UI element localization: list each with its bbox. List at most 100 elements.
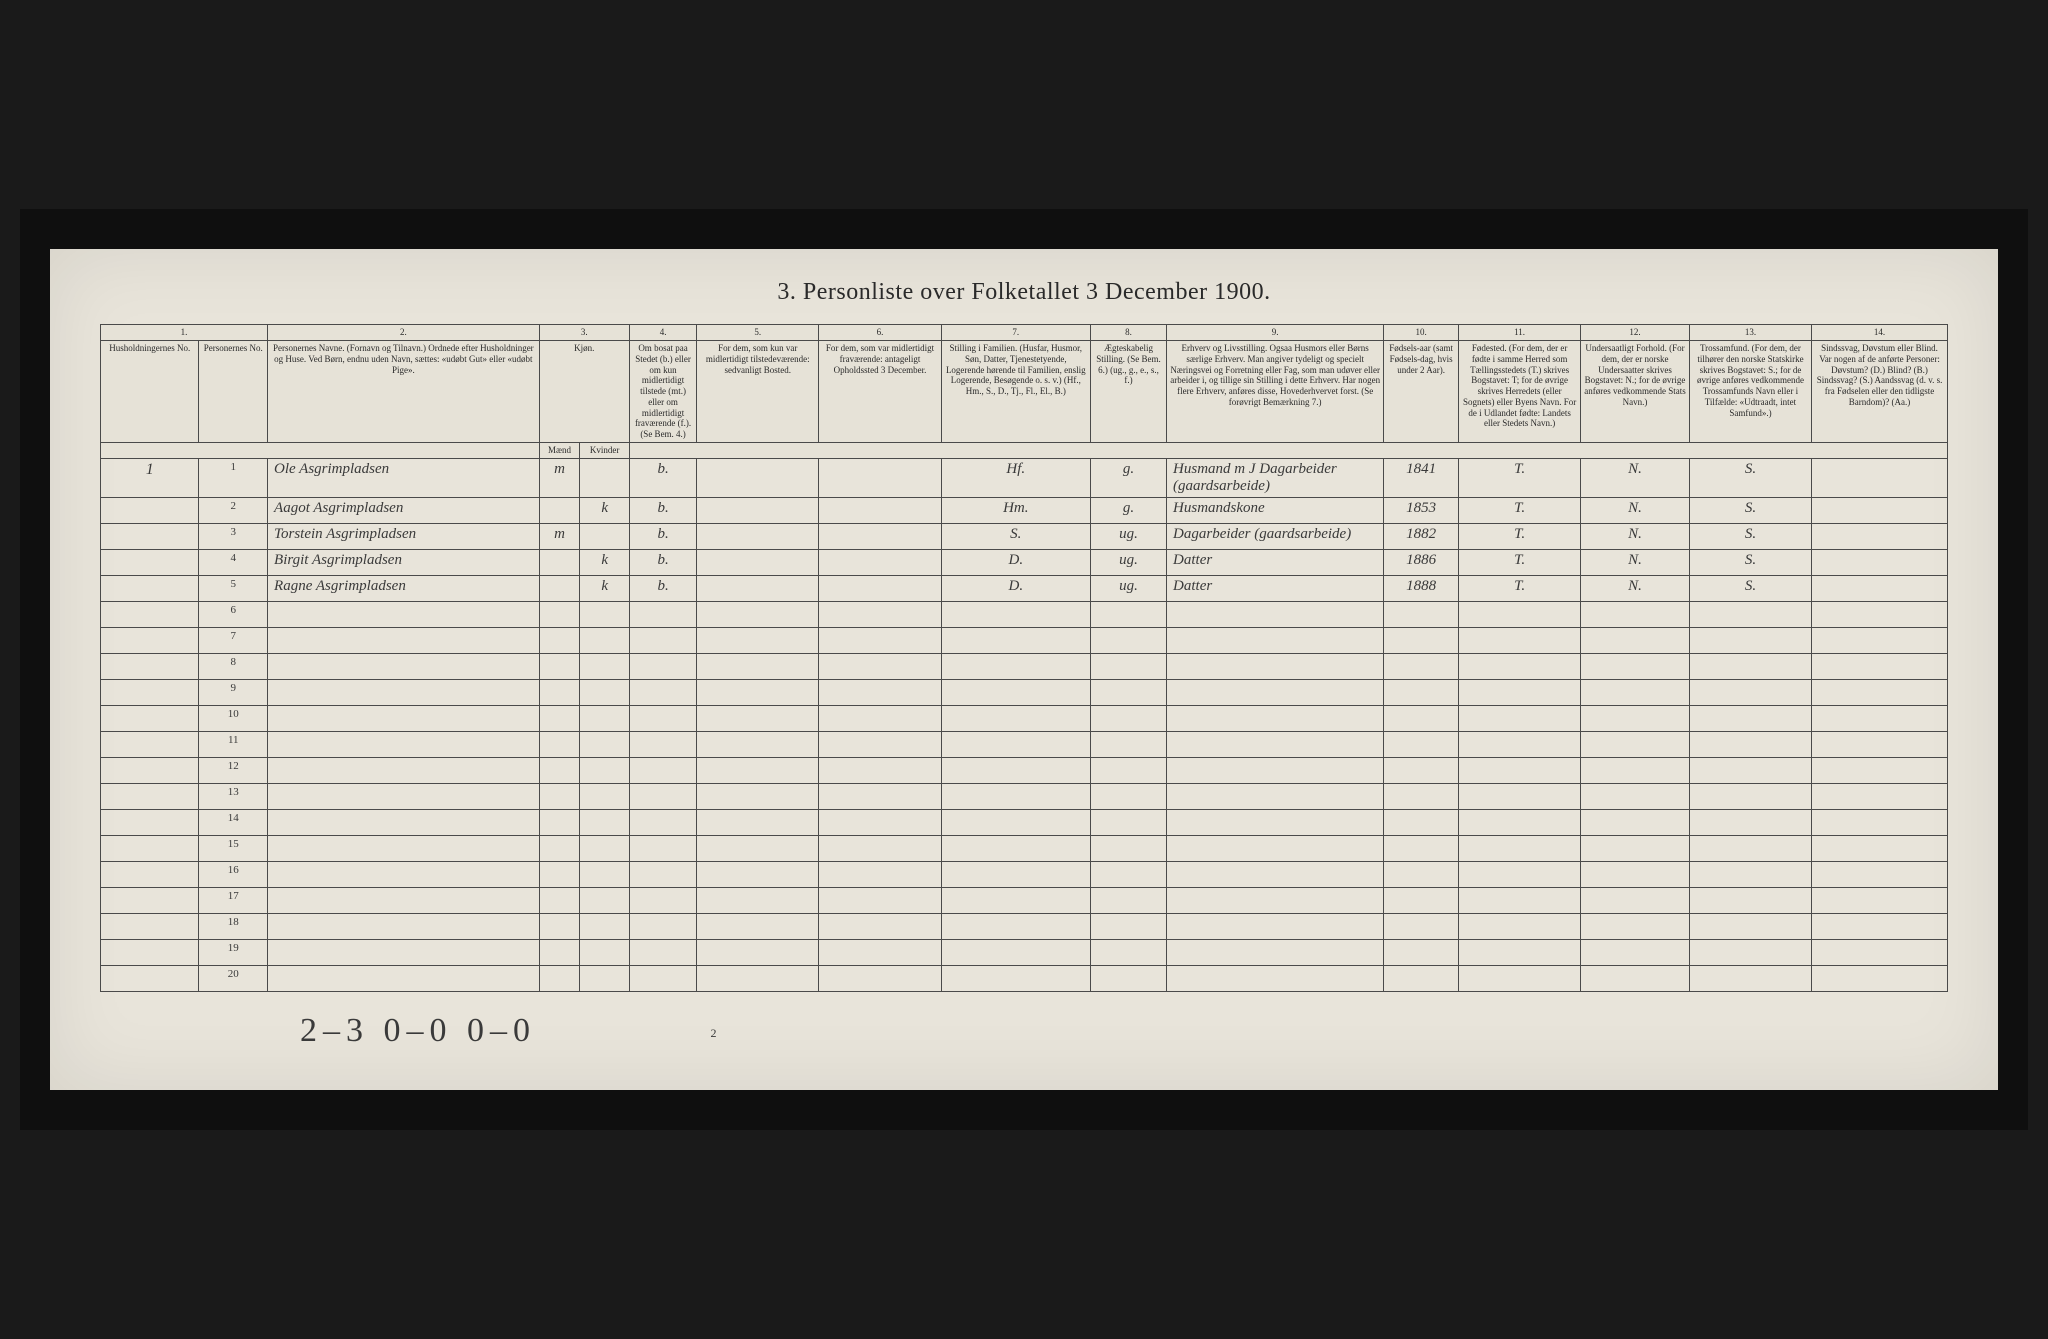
cell-occupation: Husmand m J Dagarbeider (gaardsarbeide) — [1167, 458, 1384, 497]
page-number: 2 — [711, 1026, 717, 1040]
hdr-occupation: Erhverv og Livsstilling. Ogsaa Husmors e… — [1167, 340, 1384, 442]
table-row-empty: 10 — [101, 705, 1948, 731]
cell-family-position: S. — [941, 523, 1090, 549]
scan-frame: 3. Personliste over Folketallet 3 Decemb… — [20, 209, 2028, 1130]
cell-person-no: 5 — [199, 575, 268, 601]
cell-household-no — [101, 549, 199, 575]
cell-residence: b. — [629, 575, 696, 601]
hdr-temp-present: For dem, som kun var midlertidigt tilste… — [697, 340, 819, 442]
cell-person-no: 2 — [199, 497, 268, 523]
table-row-empty: 13 — [101, 783, 1948, 809]
cell-disability — [1812, 458, 1948, 497]
cell-person-no: 3 — [199, 523, 268, 549]
cell-person-no: 16 — [199, 861, 268, 887]
cell-birthyear: 1888 — [1384, 575, 1459, 601]
cell-marital: ug. — [1090, 575, 1166, 601]
cell-temp-present — [697, 523, 819, 549]
table-header: 1. 2. 3. 4. 5. 6. 7. 8. 9. 10. 11. 12. 1… — [101, 325, 1948, 459]
cell-temp-absent — [819, 523, 941, 549]
cell-marital: ug. — [1090, 549, 1166, 575]
cell-occupation: Datter — [1167, 549, 1384, 575]
cell-nationality: N. — [1581, 497, 1690, 523]
cell-family-position: Hm. — [941, 497, 1090, 523]
colnum-11: 11. — [1459, 325, 1581, 341]
hdr-sex: Kjøn. — [539, 340, 629, 442]
cell-residence: b. — [629, 458, 696, 497]
cell-family-position: Hf. — [941, 458, 1090, 497]
cell-disability — [1812, 523, 1948, 549]
colnum-9: 9. — [1167, 325, 1384, 341]
cell-religion: S. — [1689, 458, 1811, 497]
table-row-empty: 18 — [101, 913, 1948, 939]
column-number-row: 1. 2. 3. 4. 5. 6. 7. 8. 9. 10. 11. 12. 1… — [101, 325, 1948, 341]
cell-person-no: 20 — [199, 965, 268, 991]
cell-temp-present — [697, 575, 819, 601]
table-row: 11Ole Asgrimpladsenmb.Hf.g.Husmand m J D… — [101, 458, 1948, 497]
cell-temp-absent — [819, 458, 941, 497]
cell-person-no: 11 — [199, 731, 268, 757]
cell-marital: g. — [1090, 458, 1166, 497]
table-row-empty: 20 — [101, 965, 1948, 991]
cell-sex-m: m — [539, 523, 580, 549]
cell-person-no: 8 — [199, 653, 268, 679]
colnum-5: 5. — [697, 325, 819, 341]
cell-sex-m: m — [539, 458, 580, 497]
cell-name: Birgit Asgrimpladsen — [268, 549, 540, 575]
table-row-empty: 16 — [101, 861, 1948, 887]
annotation-text: 2–3 0–0 0–0 — [300, 1012, 536, 1049]
cell-residence: b. — [629, 523, 696, 549]
cell-religion: S. — [1689, 549, 1811, 575]
cell-person-no: 17 — [199, 887, 268, 913]
cell-person-no: 4 — [199, 549, 268, 575]
table-row: 4Birgit Asgrimpladsenkb.D.ug.Datter1886T… — [101, 549, 1948, 575]
cell-person-no: 9 — [199, 679, 268, 705]
cell-person-no: 18 — [199, 913, 268, 939]
colnum-12: 12. — [1581, 325, 1690, 341]
cell-temp-present — [697, 549, 819, 575]
cell-disability — [1812, 575, 1948, 601]
colnum-1: 1. — [101, 325, 268, 341]
cell-birthyear: 1853 — [1384, 497, 1459, 523]
header-labels-row: Husholdningernes No. Personernes No. Per… — [101, 340, 1948, 442]
census-table: 1. 2. 3. 4. 5. 6. 7. 8. 9. 10. 11. 12. 1… — [100, 324, 1948, 992]
colnum-8: 8. — [1090, 325, 1166, 341]
colnum-13: 13. — [1689, 325, 1811, 341]
cell-person-no: 7 — [199, 627, 268, 653]
page-title: 3. Personliste over Folketallet 3 Decemb… — [100, 279, 1948, 306]
cell-family-position: D. — [941, 575, 1090, 601]
cell-residence: b. — [629, 549, 696, 575]
cell-marital: ug. — [1090, 523, 1166, 549]
cell-temp-present — [697, 458, 819, 497]
header-sex-sub-row: Mænd Kvinder — [101, 443, 1948, 459]
table-row-empty: 6 — [101, 601, 1948, 627]
cell-household-no: 1 — [101, 458, 199, 497]
cell-birthplace: T. — [1459, 549, 1581, 575]
hdr-religion: Trossamfund. (For dem, der tilhører den … — [1689, 340, 1811, 442]
cell-sex-k: k — [580, 575, 630, 601]
cell-name: Aagot Asgrimpladsen — [268, 497, 540, 523]
colnum-10: 10. — [1384, 325, 1459, 341]
hdr-household-no: Husholdningernes No. — [101, 340, 199, 442]
colnum-14: 14. — [1812, 325, 1948, 341]
cell-birthplace: T. — [1459, 523, 1581, 549]
cell-temp-absent — [819, 549, 941, 575]
cell-nationality: N. — [1581, 575, 1690, 601]
table-row-empty: 19 — [101, 939, 1948, 965]
table-row-empty: 17 — [101, 887, 1948, 913]
cell-religion: S. — [1689, 497, 1811, 523]
cell-person-no: 13 — [199, 783, 268, 809]
colnum-2: 2. — [268, 325, 540, 341]
cell-person-no: 1 — [199, 458, 268, 497]
cell-occupation: Husmandskone — [1167, 497, 1384, 523]
cell-marital: g. — [1090, 497, 1166, 523]
hdr-family-position: Stilling i Familien. (Husfar, Husmor, Sø… — [941, 340, 1090, 442]
cell-sex-m — [539, 575, 580, 601]
hdr-temp-absent: For dem, som var midlertidigt fraværende… — [819, 340, 941, 442]
cell-residence: b. — [629, 497, 696, 523]
table-row-empty: 14 — [101, 809, 1948, 835]
cell-nationality: N. — [1581, 458, 1690, 497]
cell-name: Ragne Asgrimpladsen — [268, 575, 540, 601]
table-row: 2Aagot Asgrimpladsenkb.Hm.g.Husmandskone… — [101, 497, 1948, 523]
cell-occupation: Datter — [1167, 575, 1384, 601]
table-row: 3Torstein Asgrimpladsenmb.S.ug.Dagarbeid… — [101, 523, 1948, 549]
